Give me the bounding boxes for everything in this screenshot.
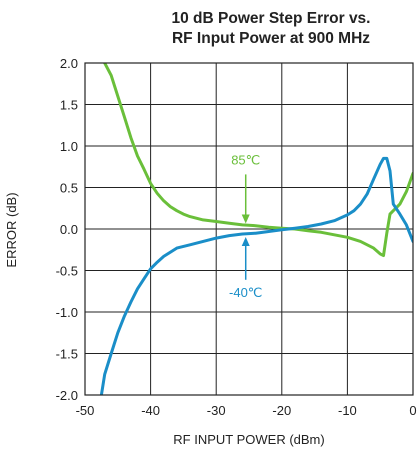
series-line xyxy=(99,156,413,395)
y-tick-label: 1.0 xyxy=(60,139,78,154)
series xyxy=(99,63,413,395)
series-line xyxy=(103,63,413,258)
y-tick-label: -2.0 xyxy=(56,388,78,403)
tick-labels: -50 -40 -30 -20 -10 0 2.0 1.5 1.0 0.5 0.0 -0.5 -1.0 -… xyxy=(56,56,417,418)
annotation-label: -40℃ xyxy=(229,285,262,300)
y-tick-label: 0.5 xyxy=(60,181,78,196)
y-tick-label: -0.5 xyxy=(56,264,78,279)
x-tick-label: 0 xyxy=(409,403,416,418)
x-tick-label: -30 xyxy=(207,403,226,418)
plot-frame xyxy=(84,62,414,396)
y-tick-label: 0.0 xyxy=(60,222,78,237)
x-tick-label: -10 xyxy=(338,403,357,418)
annotations: 85℃ -40℃ xyxy=(229,152,262,299)
chart-subtitle: RF Input Power at 900 MHz xyxy=(172,30,370,47)
chart-title: 10 dB Power Step Error vs. xyxy=(172,10,371,27)
y-tick-label: 1.5 xyxy=(60,98,78,113)
x-tick-label: -20 xyxy=(272,403,291,418)
grid xyxy=(85,63,413,395)
y-tick-label: -1.0 xyxy=(56,305,78,320)
y-tick-label: 2.0 xyxy=(60,56,78,71)
x-axis-label: RF INPUT POWER (dBm) xyxy=(173,432,324,447)
y-tick-label: -1.5 xyxy=(56,347,78,362)
y-axis-label: ERROR (dB) xyxy=(4,192,19,267)
x-tick-label: -50 xyxy=(76,403,95,418)
annotation-arrowhead xyxy=(241,214,250,224)
x-tick-label: -40 xyxy=(141,403,160,418)
annotation-label: 85℃ xyxy=(231,152,260,167)
annotation-arrowhead xyxy=(241,236,250,246)
